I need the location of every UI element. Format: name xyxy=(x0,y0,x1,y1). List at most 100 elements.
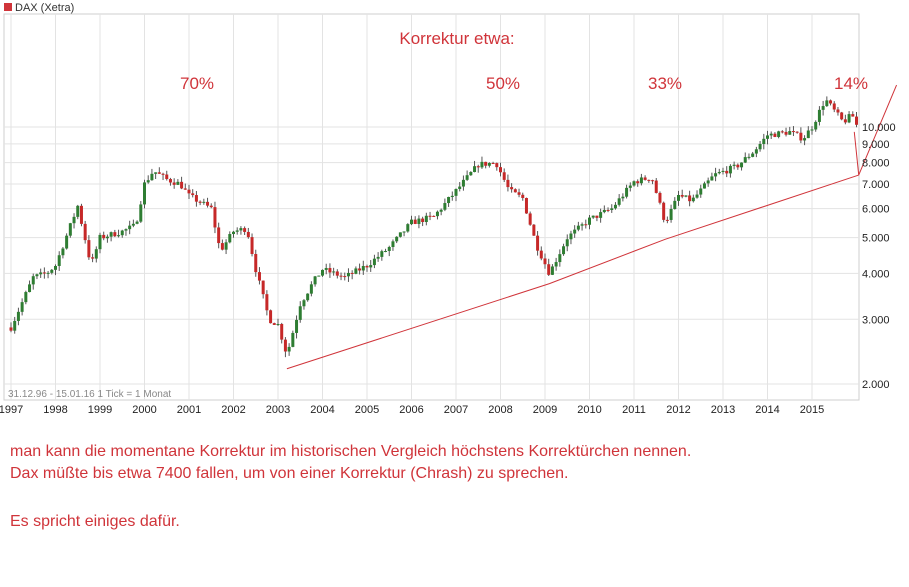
candle-body xyxy=(777,131,781,137)
candle-body xyxy=(625,187,629,197)
candle-body xyxy=(265,294,269,311)
candle-body xyxy=(473,166,477,173)
candle-body xyxy=(532,224,536,236)
y-tick-label: 8.000 xyxy=(862,158,890,170)
candle-body xyxy=(102,234,106,239)
candle-body xyxy=(447,196,451,204)
candle-body xyxy=(306,293,310,301)
candle-body xyxy=(406,224,410,232)
comment-line-2: Dax müßte bis etwa 7400 fallen, um von e… xyxy=(10,465,569,482)
candle-body xyxy=(565,239,569,247)
candle-body xyxy=(539,250,543,259)
candle-body xyxy=(829,100,833,104)
candle-body xyxy=(595,215,599,218)
comment-line-3: Es spricht einiges dafür. xyxy=(10,513,180,530)
candle-body xyxy=(113,232,117,237)
candle-body xyxy=(773,133,777,137)
candle-body xyxy=(725,170,729,174)
candle-body xyxy=(276,323,280,325)
candle-body xyxy=(194,195,198,202)
candle-body xyxy=(61,248,65,256)
candle-body xyxy=(317,275,321,277)
candle-body xyxy=(461,179,465,187)
candle-body xyxy=(413,219,417,224)
candle-body xyxy=(691,197,695,202)
candle-body xyxy=(235,230,239,232)
candle-body xyxy=(361,265,365,271)
candle-body xyxy=(469,172,473,176)
x-tick-label: 2009 xyxy=(533,404,557,416)
candle-body xyxy=(246,231,250,238)
candle-body xyxy=(128,225,132,230)
y-tick-label: 5.000 xyxy=(862,233,890,245)
candle-body xyxy=(372,258,376,266)
y-axis: 2.000 3.000 4.000 5.000 6.000 7.000 8.000 9.000… xyxy=(862,122,896,391)
x-tick-label: 2012 xyxy=(666,404,690,416)
candle-body xyxy=(398,232,402,237)
candle-body xyxy=(569,233,573,240)
candle-body xyxy=(217,227,221,244)
candle-body xyxy=(769,133,773,136)
annotation-70: 70% xyxy=(180,74,214,93)
candle-body xyxy=(124,229,128,231)
candle-body xyxy=(506,179,510,188)
candle-body xyxy=(714,173,718,177)
candle-body xyxy=(335,271,339,276)
candle-body xyxy=(295,319,299,333)
candle-body xyxy=(651,180,655,182)
candle-body xyxy=(180,181,184,189)
candle-body xyxy=(298,306,302,320)
candle-body xyxy=(495,163,499,168)
candle-body xyxy=(647,179,651,181)
candle-body xyxy=(491,163,495,165)
candle-body xyxy=(54,265,57,270)
candle-body xyxy=(788,131,792,135)
annotation-33: 33% xyxy=(648,74,682,93)
candle-body xyxy=(20,302,24,312)
candle-body xyxy=(9,327,13,331)
candle-body xyxy=(350,272,354,274)
x-tick-label: 2005 xyxy=(355,404,379,416)
candle-body xyxy=(146,180,150,183)
candle-body xyxy=(16,311,20,321)
candle-body xyxy=(521,194,525,198)
candle-body xyxy=(821,106,825,110)
candle-body xyxy=(817,109,821,122)
candle-body xyxy=(313,276,317,285)
candle-body xyxy=(57,255,61,266)
candle-body xyxy=(465,175,469,180)
candle-body xyxy=(346,272,350,277)
candle-body xyxy=(94,249,98,259)
candle-body xyxy=(602,209,606,213)
candle-body xyxy=(91,257,95,259)
candle-body xyxy=(573,229,577,234)
x-tick-label: 2007 xyxy=(444,404,468,416)
candle-body xyxy=(105,236,109,239)
candle-body xyxy=(402,231,406,233)
candle-body xyxy=(558,254,562,263)
candle-body xyxy=(799,132,803,141)
candle-body xyxy=(131,223,135,226)
candle-body xyxy=(50,269,54,273)
candle-body xyxy=(213,207,217,228)
candle-body xyxy=(120,230,124,236)
candle-body xyxy=(250,237,254,254)
candle-body xyxy=(562,246,566,255)
candle-body xyxy=(332,271,336,273)
candle-body xyxy=(580,224,584,226)
candle-body xyxy=(31,276,35,285)
candle-body xyxy=(610,208,614,211)
candle-body xyxy=(432,215,436,217)
candle-body xyxy=(42,272,46,274)
candle-body xyxy=(510,187,514,190)
candle-body xyxy=(24,292,28,303)
x-tick-label: 2014 xyxy=(755,404,779,416)
candle-body xyxy=(706,180,710,184)
candle-body xyxy=(168,179,172,183)
candle-body xyxy=(806,130,810,139)
candle-body xyxy=(736,164,740,168)
candle-body xyxy=(554,262,558,267)
candle-body xyxy=(224,242,228,250)
x-tick-label: 2004 xyxy=(310,404,334,416)
y-tick-label: 9.000 xyxy=(862,139,890,151)
